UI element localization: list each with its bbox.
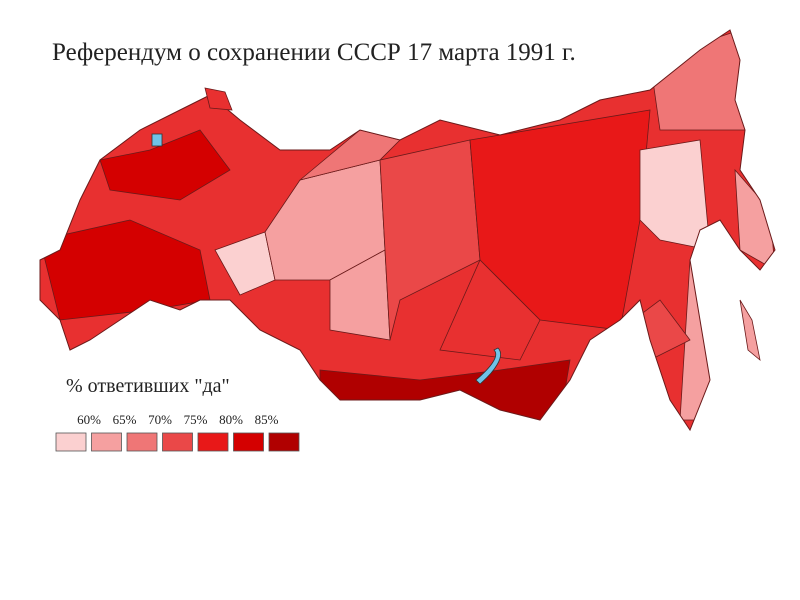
legend-label: 65% <box>113 412 137 427</box>
legend-label: 60% <box>77 412 101 427</box>
legend-swatch <box>55 432 87 452</box>
legend-label: 70% <box>148 412 172 427</box>
legend-swatch <box>268 432 300 452</box>
title: Референдум о сохранении СССР 17 марта 19… <box>52 39 576 66</box>
legend: 60% 65% 70% 75% 80% 85% <box>55 412 300 452</box>
region <box>99 129 231 201</box>
legend-title: % ответивших "да" <box>66 375 230 397</box>
legend-swatch <box>233 432 264 452</box>
peninsula <box>204 87 233 111</box>
lake-baikal <box>475 347 501 385</box>
legend-swatch <box>197 432 229 452</box>
region <box>439 259 541 361</box>
region <box>639 139 711 251</box>
country-outline <box>39 29 776 432</box>
region <box>734 168 775 271</box>
legend-label: 75% <box>184 412 208 427</box>
island <box>739 299 761 362</box>
lake <box>151 133 163 147</box>
legend-label: 80% <box>219 412 243 427</box>
legend-swatch <box>91 432 122 452</box>
legend-label: 85% <box>255 412 279 427</box>
legend-swatch <box>126 432 158 452</box>
legend-swatch <box>162 432 193 452</box>
